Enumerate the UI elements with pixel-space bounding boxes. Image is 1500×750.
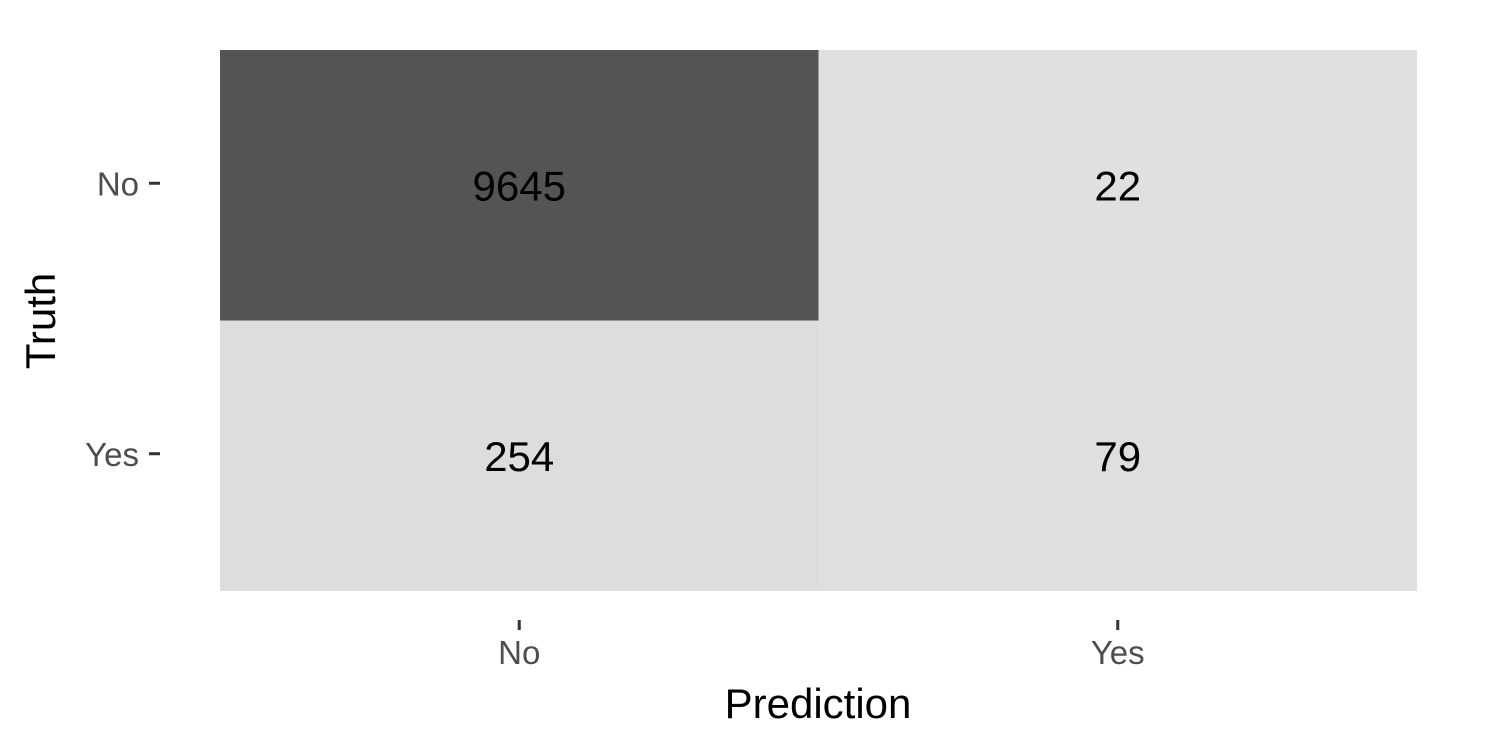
x-axis-tick-label: No <box>498 634 540 671</box>
x-axis-title: Prediction <box>725 680 912 727</box>
cells-layer <box>220 50 1417 591</box>
y-axis: No Yes <box>85 165 160 473</box>
y-axis-tick-label: Yes <box>85 436 139 473</box>
x-axis: No Yes <box>498 620 1145 671</box>
cell-value-label: 22 <box>1094 162 1141 209</box>
cell-labels-layer: 9645 22 254 79 <box>473 162 1142 480</box>
heatmap-cell-yes-no <box>220 320 819 591</box>
cell-value-label: 254 <box>484 433 554 480</box>
heatmap-cell-no-yes <box>818 50 1417 321</box>
y-axis-title: Truth <box>17 273 64 369</box>
x-axis-tick-label: Yes <box>1091 634 1145 671</box>
heatmap-cell-no-no <box>220 50 819 321</box>
heatmap-cell-yes-yes <box>818 320 1417 591</box>
cell-value-label: 79 <box>1094 433 1141 480</box>
cell-value-label: 9645 <box>473 162 566 209</box>
y-axis-tick-label: No <box>97 165 139 202</box>
